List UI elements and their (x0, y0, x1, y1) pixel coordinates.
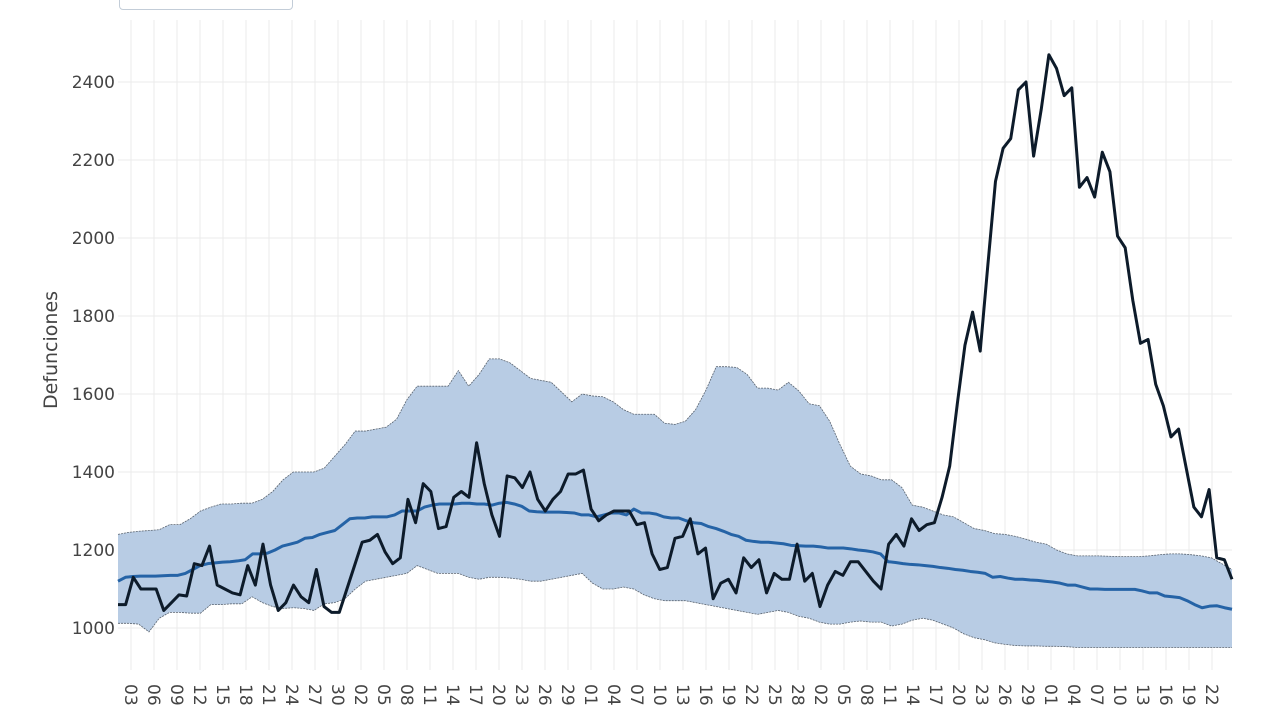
y-tick-label: 1800 (72, 307, 115, 327)
x-tick-label: 22 (741, 684, 761, 706)
x-tick-label: 04 (603, 684, 623, 706)
y-tick-label: 2000 (72, 229, 115, 249)
tolerance-band (117, 358, 1233, 648)
band-upper-edge (117, 358, 1233, 570)
x-tick-label: 04 (1063, 684, 1083, 706)
x-tick-label: 29 (1017, 684, 1037, 706)
x-tick-label: 07 (1086, 684, 1106, 706)
x-tick-label: 19 (1178, 684, 1198, 706)
x-tick-label: 26 (994, 684, 1014, 706)
x-tick-label: 20 (948, 684, 968, 706)
x-tick-label: 14 (902, 684, 922, 706)
x-tick-label: 26 (534, 684, 554, 706)
x-tick-label: 30 (327, 684, 347, 706)
x-tick-label: 10 (1109, 684, 1129, 706)
y-tick-labels: 1000 1200 1400 1600 1800 2000 2200 2400 (72, 73, 115, 639)
x-tick-label: 11 (879, 684, 899, 706)
x-tick-label: 05 (373, 684, 393, 706)
x-tick-label: 08 (396, 684, 416, 706)
x-tick-label: 19 (718, 684, 738, 706)
x-tick-label: 18 (235, 684, 255, 706)
x-tick-label: 16 (695, 684, 715, 706)
y-tick-label: 1000 (72, 619, 115, 639)
x-tick-label: 07 (626, 684, 646, 706)
expected-line (117, 500, 1233, 611)
x-tick-label: 22 (1201, 684, 1221, 706)
y-tick-label: 2400 (72, 73, 115, 93)
x-tick-label: 20 (488, 684, 508, 706)
x-tick-label: 13 (672, 684, 692, 706)
x-tick-label: 28 (787, 684, 807, 706)
x-tick-label: 09 (166, 684, 186, 706)
x-tick-label: 21 (258, 684, 278, 706)
x-tick-label: 24 (281, 684, 301, 706)
x-tick-label: 16 (1155, 684, 1175, 706)
x-tick-label: 15 (212, 684, 232, 706)
x-tick-label: 17 (465, 684, 485, 706)
x-tick-label: 05 (833, 684, 853, 706)
y-tick-label: 1200 (72, 541, 115, 561)
legend-box[interactable] (119, 0, 293, 10)
x-tick-label: 14 (442, 684, 462, 706)
y-tick-label: 1400 (72, 463, 115, 483)
x-tick-label: 23 (971, 684, 991, 706)
y-tick-label: 2200 (72, 151, 115, 171)
x-tick-label: 13 (1132, 684, 1152, 706)
x-tick-label: 12 (189, 684, 209, 706)
x-tick-label: 10 (649, 684, 669, 706)
x-tick-label: 01 (580, 684, 600, 706)
band-lower-edge (118, 565, 1232, 648)
x-tick-label: 27 (304, 684, 324, 706)
x-tick-labels: 03 06 09 12 15 18 21 24 27 30 02 05 08 11 14 17 20 23 26 29… (120, 684, 1221, 706)
x-tick-label: 23 (511, 684, 531, 706)
x-tick-label: 29 (557, 684, 577, 706)
x-tick-label: 17 (925, 684, 945, 706)
x-tick-label: 25 (764, 684, 784, 706)
observed-line (118, 53, 1234, 614)
x-tick-label: 11 (419, 684, 439, 706)
x-tick-label: 06 (143, 684, 163, 706)
series-lines (117, 53, 1234, 614)
x-tick-label: 02 (810, 684, 830, 706)
x-tick-label: 01 (1040, 684, 1060, 706)
x-tick-label: 03 (120, 684, 140, 706)
x-tick-label: 08 (856, 684, 876, 706)
y-axis-label: Defunciones (40, 291, 62, 409)
y-tick-label: 1600 (72, 385, 115, 405)
x-tick-label: 02 (350, 684, 370, 706)
